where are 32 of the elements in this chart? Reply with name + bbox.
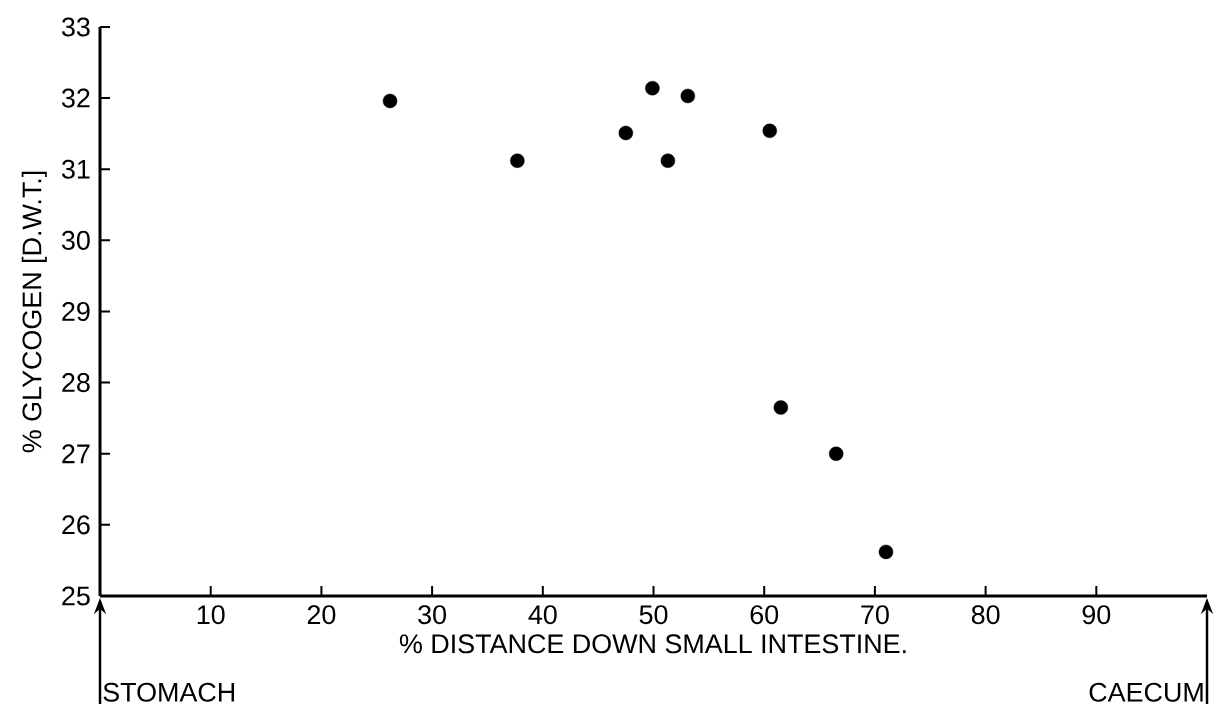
text: CAECUM [1089,682,1203,702]
x-tick-label: 70 [861,605,889,625]
point [645,80,660,96]
point [680,88,696,104]
x-tick-label: 30 [418,605,447,625]
point [762,123,777,139]
x-tick-label: 40 [528,605,557,625]
y-tick-label: 27 [62,444,90,464]
point [618,125,634,141]
point [828,446,844,461]
point [660,153,676,168]
y-tick-label: 30 [61,230,90,250]
y-tick-label: 31 [61,159,90,179]
x-tick-label: 90 [1082,605,1111,625]
y-axis-title: % GLYCOGEN [D.W.T.] [21,171,47,453]
point [878,544,894,560]
y-tick-label: 29 [62,301,90,322]
x-tick-label: 50 [639,605,668,625]
x-tick-label: 20 [307,605,336,625]
y-tick-label: 25 [62,586,90,606]
x-tick-label: 60 [750,605,779,625]
y-tick-label: 32 [61,88,90,108]
x-axis-title: % DISTANCE DOWN SMALL INTESTINE. [399,634,906,654]
point [382,93,398,109]
x-tick-label: 10 [197,605,225,625]
y-tick-label: 26 [62,515,90,535]
text: STOMACH [103,682,235,702]
y-tick-label: 33 [61,17,90,37]
y-tick-label: 28 [62,373,90,393]
x-tick-label: 80 [971,605,1000,625]
point [773,400,789,415]
point [510,153,525,168]
